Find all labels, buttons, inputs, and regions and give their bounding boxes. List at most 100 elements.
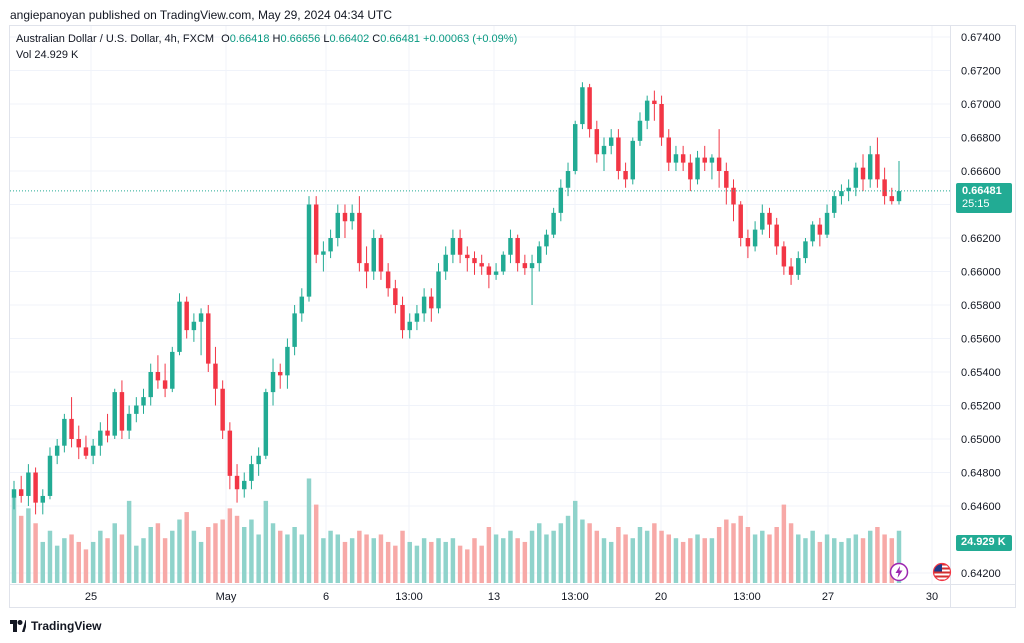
time-axis: 25 May 6 13:00 13 13:00 20 13:00 27 30: [85, 591, 938, 603]
volume-bar: [105, 538, 110, 583]
candle-body: [882, 179, 887, 197]
us-flag-icon[interactable]: [932, 562, 952, 582]
candle-body: [277, 372, 283, 376]
volume-bar: [227, 508, 233, 583]
candle-body: [796, 258, 801, 275]
volume-bar: [191, 530, 197, 583]
candle-body: [18, 489, 24, 496]
volume-bar: [652, 523, 657, 583]
candle-body: [270, 372, 276, 393]
candle-body: [551, 212, 556, 235]
volume-bar: [184, 512, 189, 583]
time-axis-divider: [9, 584, 1016, 585]
candle-body: [335, 212, 341, 238]
close-value: 0.66481: [380, 33, 420, 45]
time-tick: May: [216, 591, 237, 603]
volume-bar: [141, 538, 146, 583]
time-tick: 13:00: [395, 591, 423, 603]
volume-bar: [457, 545, 463, 583]
candle-body: [220, 388, 225, 431]
candle-body: [62, 418, 67, 446]
symbol-legend[interactable]: Australian Dollar / U.S. Dollar, 4h, FXC…: [16, 33, 517, 45]
candle-body: [119, 392, 125, 431]
candle-body: [810, 224, 815, 242]
candle-body: [429, 296, 434, 309]
volume-bar: [98, 530, 103, 583]
volume-bar: [213, 523, 218, 583]
publish-info: angiepanoyan published on TradingView.co…: [10, 8, 393, 22]
candle-body: [393, 288, 398, 305]
volume-bar: [83, 549, 89, 583]
volume-bar: [515, 538, 520, 583]
volume-label: Vol: [16, 49, 32, 61]
candle-body: [558, 187, 564, 213]
candle-body: [659, 104, 664, 138]
candle-body: [875, 154, 880, 180]
volume-bar: [788, 523, 794, 583]
candle-body: [608, 137, 614, 146]
volume-bar: [889, 538, 895, 583]
volume-bar: [299, 534, 305, 583]
candle-body: [493, 271, 499, 275]
price-tick: 0.67200: [961, 66, 1001, 78]
candle-body: [457, 238, 463, 255]
candle-body: [54, 445, 60, 456]
candle-body: [738, 204, 743, 238]
candle-body: [112, 392, 117, 436]
candle-body: [716, 157, 722, 171]
volume-bar: [472, 538, 477, 583]
volume-bar: [414, 545, 420, 583]
volume-bar: [493, 534, 499, 583]
candle-body: [213, 363, 218, 389]
candle-body: [860, 167, 866, 180]
candle-body: [249, 464, 254, 481]
candle-body: [321, 251, 326, 255]
volume-bar: [321, 538, 326, 583]
volume-bar: [724, 519, 729, 583]
volume-bar: [155, 523, 161, 583]
candle-body: [472, 258, 477, 264]
candle-body: [666, 137, 671, 163]
candle-body: [184, 301, 189, 331]
footer-brand[interactable]: TradingView: [10, 619, 101, 633]
volume-bar: [832, 538, 837, 583]
volume-bar: [443, 541, 448, 583]
low-value: 0.66402: [329, 33, 370, 45]
candle-body: [731, 187, 736, 205]
candle-body: [306, 204, 312, 297]
volume-bar: [666, 534, 671, 583]
price-tick: 0.64800: [961, 468, 1001, 480]
candle-body: [256, 455, 261, 465]
volume-bar: [695, 534, 700, 583]
symbol-name[interactable]: Australian Dollar / U.S. Dollar, 4h, FXC…: [16, 33, 215, 45]
tradingview-logo-icon: [10, 620, 26, 632]
volume-bar: [738, 515, 743, 583]
candle-body: [695, 157, 700, 180]
volume-bar: [429, 541, 434, 583]
volume-bar: [177, 519, 182, 583]
candle-body: [83, 447, 89, 456]
last-price-badge: 0.66481 25:15: [956, 182, 1012, 213]
lightning-icon[interactable]: [889, 562, 909, 582]
time-tick: 25: [85, 591, 97, 603]
candle-body: [889, 196, 895, 202]
volume-bar: [760, 530, 765, 583]
volume-bar: [875, 527, 880, 583]
candle-body: [76, 439, 81, 448]
candle-body: [162, 380, 168, 389]
candle-body: [745, 238, 751, 247]
candle-body: [105, 430, 110, 436]
volume-bar: [709, 538, 715, 583]
volume-bar: [371, 538, 376, 583]
volume-bar: [47, 530, 53, 583]
volume-bar: [349, 538, 355, 583]
candle-body: [26, 472, 31, 496]
volume-bar: [90, 541, 96, 583]
candle-body: [479, 263, 484, 267]
volume-legend[interactable]: Vol 24.929 K: [16, 49, 78, 61]
volume-bar: [580, 519, 585, 583]
volume-bar: [882, 534, 887, 583]
volume-bar: [501, 538, 506, 583]
price-tick: 0.67400: [961, 32, 1001, 44]
